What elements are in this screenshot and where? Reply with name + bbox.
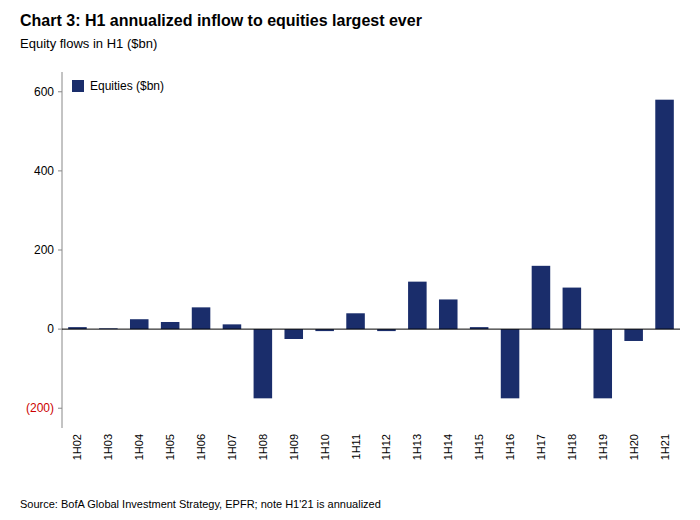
- bars: [68, 100, 674, 399]
- x-tick-label: 1H19: [597, 434, 609, 460]
- x-tick-label: 1H17: [535, 434, 547, 460]
- bar: [130, 319, 149, 329]
- x-tick-label: 1H05: [164, 434, 176, 460]
- y-tick: [58, 329, 62, 330]
- bar: [624, 329, 643, 341]
- source-note: Source: BofA Global Investment Strategy,…: [20, 498, 381, 510]
- x-tick-label: 1H06: [195, 434, 207, 460]
- legend-label: Equities ($bn): [90, 79, 164, 93]
- x-tick-label: 1H18: [566, 434, 578, 460]
- x-tick-label: 1H20: [628, 434, 640, 460]
- y-tick: [58, 250, 62, 251]
- y-tick-label: 600: [34, 85, 54, 99]
- x-tick-label: 1H10: [319, 434, 331, 460]
- x-tick-label: 1H16: [504, 434, 516, 460]
- bar: [563, 288, 582, 330]
- y-tick: [58, 408, 62, 409]
- bar: [593, 329, 612, 398]
- x-tick-label: 1H15: [473, 434, 485, 460]
- x-tick-label: 1H14: [442, 434, 454, 460]
- y-tick-label: 200: [34, 243, 54, 257]
- bar: [501, 329, 520, 398]
- x-tick-label: 1H13: [411, 434, 423, 460]
- x-tick-label: 1H02: [71, 434, 83, 460]
- chart: Chart 3: H1 annualized inflow to equitie…: [0, 0, 700, 520]
- bar: [161, 322, 180, 329]
- legend: Equities ($bn): [72, 79, 164, 93]
- subtitle: Equity flows in H1 ($bn): [20, 36, 157, 51]
- x-tick-label: 1H08: [257, 434, 269, 460]
- y-tick: [58, 91, 62, 92]
- legend-swatch: [72, 80, 84, 92]
- bar: [655, 100, 674, 329]
- y-tick: [58, 170, 62, 171]
- bar: [223, 324, 242, 329]
- bar: [408, 282, 427, 329]
- x-tick-label: 1H09: [288, 434, 300, 460]
- y-tick-label: 400: [34, 164, 54, 178]
- x-tick-label: 1H03: [102, 434, 114, 460]
- x-tick-label: 1H21: [659, 434, 671, 460]
- zero-line: [62, 329, 680, 330]
- x-tick-label: 1H11: [350, 434, 362, 459]
- bar: [346, 313, 365, 329]
- bar: [192, 307, 211, 329]
- bar: [284, 329, 303, 339]
- bar: [532, 266, 551, 329]
- x-tick-label: 1H04: [133, 434, 145, 460]
- y-tick-label: (200): [26, 401, 54, 415]
- x-tick-label: 1H07: [226, 434, 238, 460]
- y-tick-label: 0: [47, 322, 54, 336]
- x-tick-label: 1H12: [380, 434, 392, 460]
- title: Chart 3: H1 annualized inflow to equitie…: [20, 12, 422, 29]
- bar: [439, 299, 458, 329]
- bar: [254, 329, 273, 398]
